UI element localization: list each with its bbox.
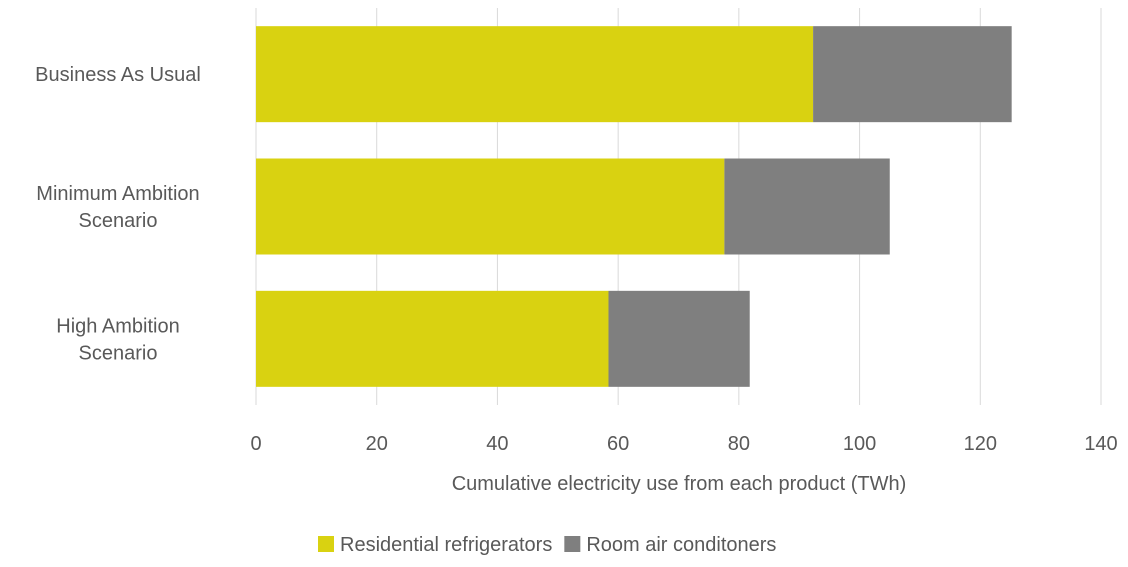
legend-label: Residential refrigerators <box>340 534 552 556</box>
category-label: Business As Usual <box>35 64 201 86</box>
bar-residential-refrigerators-2 <box>256 290 609 387</box>
category-label: Minimum Ambition Scenario <box>36 183 199 232</box>
x-tick-label: 120 <box>964 433 997 455</box>
x-tick-label: 20 <box>366 433 388 455</box>
bar-residential-refrigerators-0 <box>256 26 814 123</box>
x-tick-label: 0 <box>250 433 261 455</box>
legend-swatch <box>564 536 581 552</box>
bars <box>256 26 1012 387</box>
bar-residential-refrigerators-1 <box>256 158 725 255</box>
category-labels: Business As Usual Minimum Ambition Scenari… <box>35 64 201 364</box>
category-label: High Ambition Scenario <box>56 315 179 364</box>
legend-label: Room air conditoners <box>586 534 776 556</box>
bar-room-air-conditioners-2 <box>608 290 750 387</box>
x-axis-title: Cumulative electricity use from each pro… <box>452 473 907 495</box>
x-tick-label: 140 <box>1084 433 1117 455</box>
legend: Residential refrigerators Room air condit… <box>318 534 776 556</box>
legend-swatch <box>318 536 334 552</box>
x-tick-label: 40 <box>486 433 508 455</box>
x-tick-label: 100 <box>843 433 876 455</box>
x-tick-labels: 0 20 40 60 80 100 120 140 <box>250 433 1117 455</box>
bar-room-air-conditioners-0 <box>813 26 1012 123</box>
x-tick-label: 80 <box>728 433 750 455</box>
x-tick-label: 60 <box>607 433 629 455</box>
bar-room-air-conditioners-1 <box>724 158 890 255</box>
